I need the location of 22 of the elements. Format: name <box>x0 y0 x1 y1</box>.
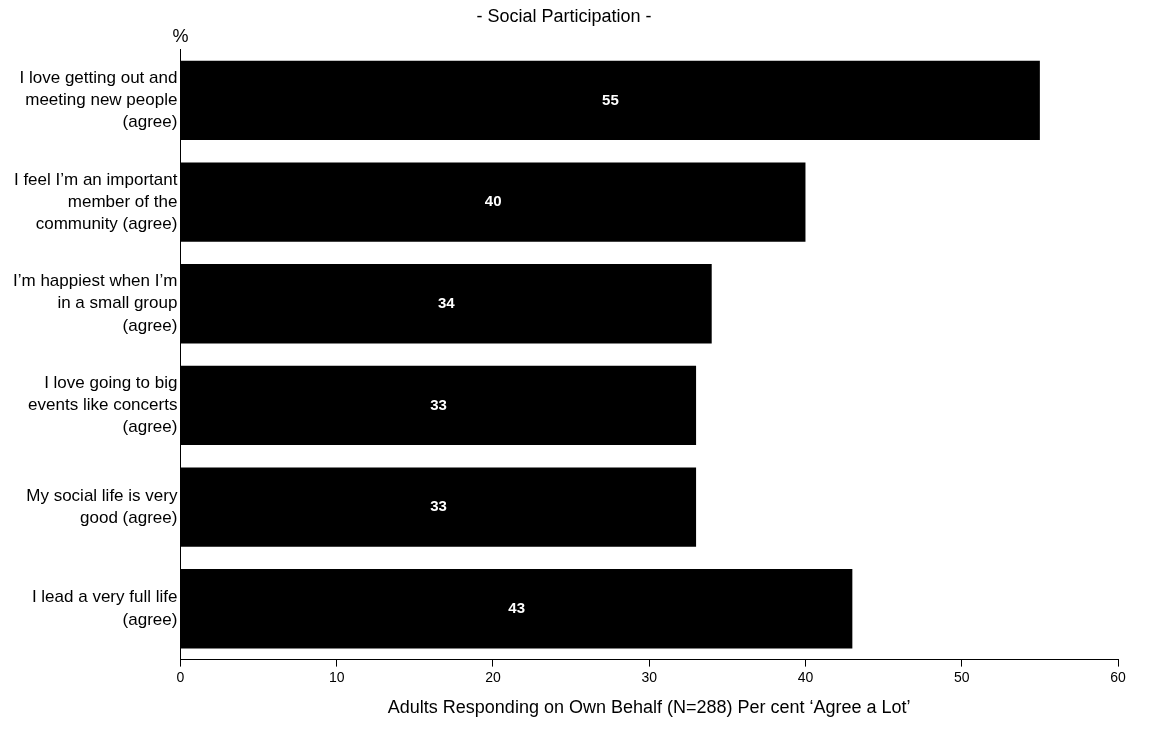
text: % <box>172 25 189 46</box>
y-tick-label: I love going to big events like concerts (agree) <box>28 373 178 437</box>
x-tick-label: 60 <box>1110 668 1126 685</box>
x-tick-label: 0 <box>176 668 185 685</box>
data-label: 33 <box>430 497 447 515</box>
data-label: 33 <box>430 395 447 413</box>
y-tick-label: I’m happiest when I’m in a small group (agree) <box>13 271 178 335</box>
x-tick-label: 30 <box>641 668 658 685</box>
x-tick-label: 50 <box>953 668 970 685</box>
chart-title: - Social Participation - <box>476 5 652 26</box>
y-tick-label: I lead a very full life (agree) <box>31 587 178 629</box>
data-label: 43 <box>508 598 525 616</box>
x-tick-label: 20 <box>485 668 501 685</box>
y-tick-label: I love getting out and meeting new people (agree) <box>19 68 178 132</box>
x-tick-label: 10 <box>328 668 345 685</box>
data-label: 55 <box>602 90 619 108</box>
x-tick-label: 40 <box>797 668 814 685</box>
y-tick-label: I feel I’m an important member of the community (agree) <box>13 169 178 233</box>
data-label: 34 <box>437 293 456 311</box>
x-axis-title: Adults Responding on Own Behalf (N=288) Per cent ‘Agree a Lot’ <box>387 697 911 718</box>
y-tick-label: My social life is very good (agree) <box>26 485 178 527</box>
data-label: 40 <box>484 192 502 210</box>
